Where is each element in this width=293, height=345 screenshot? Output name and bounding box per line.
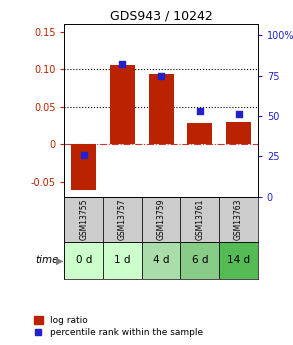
Text: ▶: ▶ xyxy=(55,256,63,265)
Point xyxy=(197,108,202,114)
Bar xyxy=(64,197,103,241)
Title: GDS943 / 10242: GDS943 / 10242 xyxy=(110,10,212,23)
Text: 1 d: 1 d xyxy=(114,256,131,265)
Text: GSM13759: GSM13759 xyxy=(157,198,166,240)
Point xyxy=(236,112,241,117)
Text: 4 d: 4 d xyxy=(153,256,169,265)
Point xyxy=(81,152,86,158)
Point xyxy=(159,73,163,79)
Bar xyxy=(180,197,219,241)
Bar xyxy=(110,66,135,144)
Bar xyxy=(103,241,142,279)
Text: 14 d: 14 d xyxy=(227,256,250,265)
Text: time: time xyxy=(35,256,59,265)
Bar xyxy=(219,241,258,279)
Text: 0 d: 0 d xyxy=(76,256,92,265)
Bar xyxy=(149,75,174,144)
Bar xyxy=(71,144,96,190)
Point xyxy=(120,62,125,67)
Bar xyxy=(142,241,180,279)
Bar xyxy=(142,197,180,241)
Text: GSM13757: GSM13757 xyxy=(118,198,127,240)
Text: 6 d: 6 d xyxy=(192,256,208,265)
Bar xyxy=(187,123,212,144)
Bar xyxy=(226,122,251,144)
Text: GSM13763: GSM13763 xyxy=(234,198,243,240)
Bar xyxy=(64,241,103,279)
Legend: log ratio, percentile rank within the sample: log ratio, percentile rank within the sa… xyxy=(34,316,203,337)
Bar xyxy=(219,197,258,241)
Bar xyxy=(103,197,142,241)
Bar xyxy=(180,241,219,279)
Text: GSM13761: GSM13761 xyxy=(195,198,204,240)
Text: GSM13755: GSM13755 xyxy=(79,198,88,240)
